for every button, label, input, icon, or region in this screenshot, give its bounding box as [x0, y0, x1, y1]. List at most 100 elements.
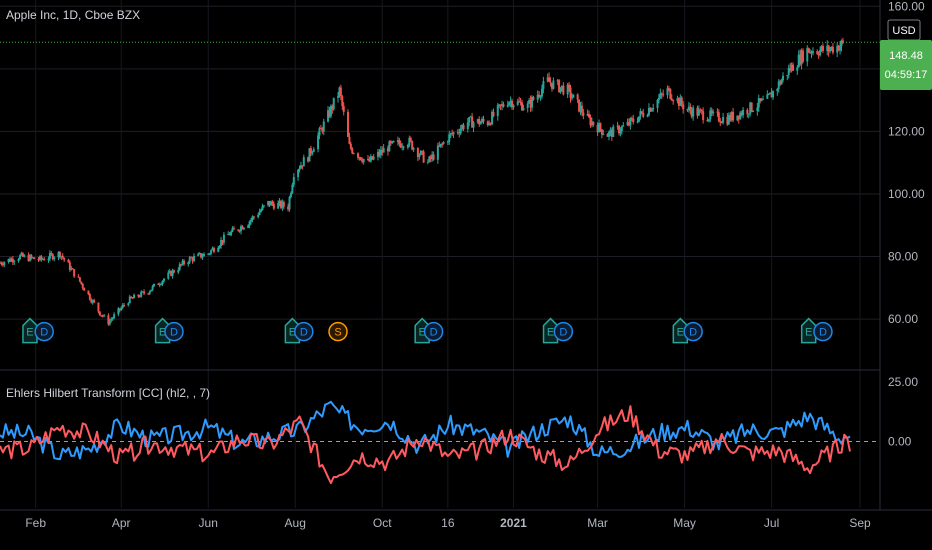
candle-body — [230, 231, 233, 236]
candle-body — [143, 291, 146, 294]
candle-body — [371, 156, 374, 160]
candle-body — [187, 262, 190, 265]
candle-body — [328, 110, 331, 117]
dividend-icon — [553, 321, 574, 342]
candle-body — [501, 104, 504, 106]
candle-body — [289, 193, 292, 198]
dividend-marker[interactable]: D — [423, 321, 444, 342]
dividend-marker[interactable]: D — [34, 321, 54, 342]
candle-body — [18, 255, 21, 260]
candle-body — [469, 116, 472, 118]
time-tick-label: May — [673, 516, 696, 530]
candle-body — [148, 291, 151, 294]
candle-body — [240, 226, 243, 232]
candle-body — [592, 121, 595, 125]
candle-body — [409, 137, 412, 142]
candle-body — [318, 128, 321, 136]
candle-body — [277, 203, 280, 209]
candle-body — [302, 157, 305, 167]
blue-series-line — [0, 400, 851, 461]
oscillator-tick-label: 0.00 — [888, 435, 912, 449]
candle-body — [281, 201, 284, 208]
candle-body — [331, 105, 334, 110]
candle-body — [827, 45, 830, 52]
candle-body — [821, 45, 824, 51]
candle-body — [408, 137, 411, 145]
dividend-marker[interactable]: D — [813, 321, 833, 342]
candle-body — [388, 141, 391, 152]
candle-body — [118, 308, 121, 311]
time-tick-label: Mar — [587, 516, 608, 530]
candle-body — [606, 134, 609, 137]
candle-body — [566, 84, 569, 95]
candle-body — [389, 141, 392, 144]
candle-body — [649, 107, 652, 112]
candle-body — [657, 97, 660, 100]
candle-body — [38, 256, 41, 261]
candle-body — [836, 45, 839, 53]
candle-body — [589, 117, 592, 126]
candle-body — [241, 226, 244, 230]
event-marker-label: E — [547, 327, 554, 339]
candle-body — [760, 98, 763, 102]
candle-body — [422, 151, 425, 163]
candle-body — [321, 128, 324, 132]
currency-badge[interactable]: USD — [887, 19, 921, 41]
candle-body — [158, 284, 161, 286]
candle-body — [77, 276, 80, 278]
candle-body — [381, 149, 384, 153]
candle-body — [342, 106, 345, 112]
candle-body — [288, 197, 291, 210]
price-candles — [0, 37, 844, 326]
candle-body — [351, 148, 354, 154]
candle-body — [301, 165, 304, 167]
candle-body — [138, 296, 141, 298]
candle-body — [130, 296, 133, 298]
candle-body — [257, 214, 260, 218]
dividend-icon — [294, 321, 314, 342]
time-tick-label: Feb — [25, 516, 46, 530]
candle-body — [610, 129, 613, 137]
candle-body — [481, 118, 484, 123]
last-price-label: 148.48 — [889, 50, 923, 62]
candle-body — [201, 256, 204, 258]
candle-body — [770, 92, 773, 98]
candle-body — [488, 123, 491, 126]
candle-body — [197, 253, 200, 256]
event-marker-label: E — [805, 327, 812, 339]
candle-body — [712, 111, 715, 114]
candle-body — [160, 284, 163, 286]
dividend-marker[interactable]: D — [553, 321, 574, 342]
time-axis[interactable] — [0, 510, 932, 550]
candle-body — [352, 153, 355, 155]
candle-body — [841, 40, 844, 42]
candle-body — [752, 111, 755, 113]
candle-body — [8, 258, 11, 262]
candle-body — [190, 257, 193, 259]
candle-body — [636, 121, 639, 123]
candle-body — [173, 270, 176, 273]
dividend-marker[interactable]: D — [683, 321, 703, 342]
candle-body — [250, 219, 253, 222]
candle-body — [432, 154, 435, 160]
dividend-marker[interactable]: D — [294, 321, 314, 342]
candle-body — [588, 113, 591, 118]
candle-body — [498, 104, 501, 106]
split-marker[interactable]: S — [328, 321, 348, 342]
candle-body — [479, 122, 482, 125]
candle-body — [826, 45, 829, 51]
candle-body — [598, 123, 601, 133]
candle-body — [368, 159, 371, 162]
dividend-marker[interactable]: D — [164, 321, 184, 342]
candle-body — [707, 119, 710, 122]
candle-body — [7, 258, 10, 263]
candle-body — [182, 260, 185, 265]
candle-body — [362, 158, 365, 163]
candle-body — [137, 294, 140, 297]
candle-body — [702, 111, 705, 121]
candle-body — [717, 112, 720, 122]
candle-body — [666, 88, 669, 96]
candle-body — [50, 252, 53, 255]
